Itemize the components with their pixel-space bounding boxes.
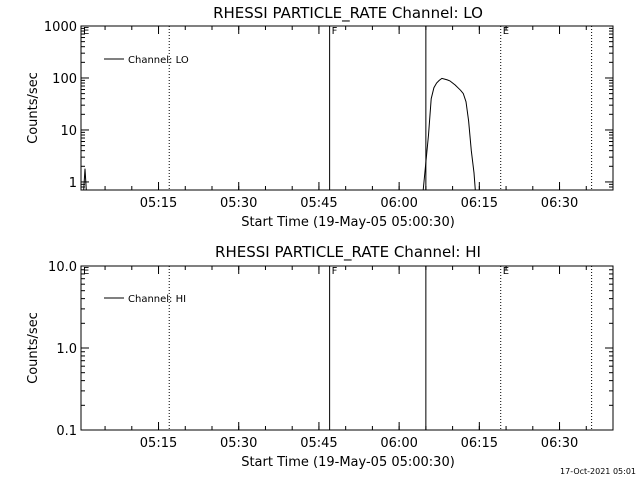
event-marker-label: E [503,266,509,277]
chart-title: RHESSI PARTICLE_RATE Channel: LO [213,4,483,23]
y-tick-label: 100 [52,72,77,87]
x-tick-label: 06:30 [541,436,578,451]
plot-frame [80,265,614,431]
legend-label: Channel: LO [128,55,189,66]
x-tick-label: 06:00 [380,436,417,451]
generated-timestamp: 17-Oct-2021 05:01 [560,467,636,476]
event-marker-label: E [83,266,89,277]
y-axis-label: Counts/sec [26,312,41,384]
legend-label: Channel: HI [128,294,186,305]
axis-ticks: 05:15 05:30 05:45 06:00 06:15 06:30 1 10 100 1000 [44,20,614,211]
y-tick-label: 0.1 [56,424,77,439]
legend: Channel: HI [104,294,186,305]
x-tick-label: 05:30 [220,196,257,211]
x-tick-label: 06:30 [541,196,578,211]
x-axis-label: Start Time (19-May-05 05:00:30) [241,215,455,230]
chart-title: RHESSI PARTICLE_RATE Channel: HI [215,243,481,262]
chart-panel-lo: RHESSI PARTICLE_RATE Channel: LO Start T… [26,4,614,230]
plot-frame [80,25,614,191]
axis-ticks: 05:15 05:30 05:45 06:00 06:15 06:30 0.1 1.0 10.0 [48,260,614,451]
x-axis-label: Start Time (19-May-05 05:00:30) [241,455,455,470]
x-tick-label: 05:15 [140,196,177,211]
y-tick-label: 1000 [44,20,77,35]
series-line [422,77,476,191]
legend: Channel: LO [104,55,189,66]
event-marker-label: E [503,26,509,37]
series-layer [83,77,476,191]
x-tick-label: 06:15 [461,196,498,211]
series-line [83,168,87,191]
y-tick-label: 1 [69,176,77,191]
x-tick-label: 05:45 [300,196,337,211]
x-tick-label: 05:30 [220,436,257,451]
y-tick-label: 10 [60,124,77,139]
chart-panel-hi: RHESSI PARTICLE_RATE Channel: HI Start T… [26,243,614,470]
event-marker-label: F [332,26,338,37]
x-tick-label: 06:00 [380,196,417,211]
event-marker-label: E [83,26,89,37]
event-marker-label: F [332,266,338,277]
x-tick-label: 05:15 [140,436,177,451]
y-tick-label: 1.0 [56,342,77,357]
y-tick-label: 10.0 [48,260,77,275]
x-tick-label: 06:15 [461,436,498,451]
x-tick-label: 05:45 [300,436,337,451]
y-axis-label: Counts/sec [26,72,41,144]
